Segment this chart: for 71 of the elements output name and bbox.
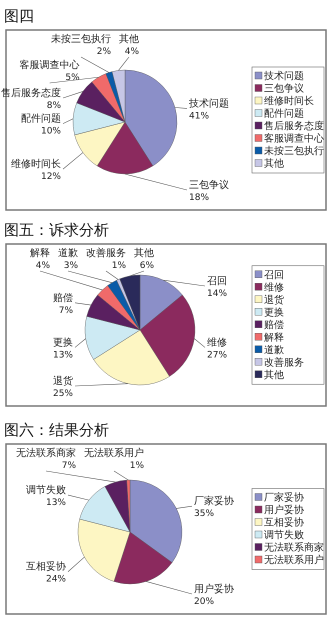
data-label: 41% [189,111,210,122]
slice-label: 退货 [53,375,73,387]
slice-label: 未按三包执行 [51,33,111,45]
legend-label: 道歉 [264,344,284,356]
data-label: 13% [46,498,66,508]
legend-label: 赔偿 [264,318,284,331]
legend-label: 召回 [264,270,284,281]
legend-label: 调节失败 [264,529,304,541]
slice-label: 用户妥协 [194,583,234,595]
data-label: 35% [194,509,214,520]
chart-title: 图四 [4,7,34,25]
slice-label: 维修 [207,336,227,348]
legend-label: 维修时间长 [264,95,314,107]
legend-label: 其他 [264,158,284,170]
data-label: 13% [52,350,74,360]
legend-label: 无法联系用户 [264,554,324,566]
data-label: 20% [194,597,214,607]
data-label: 14% [207,289,228,299]
data-label: 12% [40,172,62,182]
slice-label: 解释 [30,247,50,259]
data-label: 7% [62,461,76,471]
data-label: 4% [124,47,140,57]
data-label: 3% [64,261,78,271]
legend-label: 未按三包执行 [264,145,324,157]
data-label: 6% [140,261,154,271]
legend-label: 三包争议 [264,82,304,94]
legend-label: 其他 [264,368,284,381]
data-label: 2% [96,47,112,57]
slice-label: 其他 [119,33,139,45]
slice-label: 配件问题 [21,112,61,125]
slice-label: 改善服务 [86,247,126,259]
data-label: 1% [130,461,144,471]
slice-label: 更换 [53,336,73,348]
data-label: 1% [112,261,126,271]
legend-label: 维修 [264,281,284,294]
data-label: 25% [52,389,74,399]
legend-label: 客服调查中心 [264,132,324,144]
data-label: 7% [58,306,74,316]
legend-label: 技术问题 [263,70,304,82]
data-label: 18% [189,193,210,203]
slice-label: 三包争议 [189,179,229,191]
legend-label: 无法联系商家 [264,542,324,554]
data-label: 24% [46,574,66,585]
slice-label: 道歉 [58,247,78,259]
legend-label: 退货 [264,294,284,306]
slice-label: 客服调查中心 [20,59,80,71]
legend-label: 解释 [264,331,284,344]
data-label: 27% [207,350,228,360]
legend-label: 用户妥协 [264,504,304,516]
data-label: 5% [65,73,80,83]
slice-label: 无法联系商家 [16,447,76,459]
legend-label: 更换 [264,306,284,318]
data-label: 8% [46,101,62,111]
slice-label: 技术问题 [188,97,229,110]
legend-label: 互相妥协 [264,516,304,528]
slice-label: 调节失败 [26,484,66,496]
slice-label: 赔偿 [53,292,73,304]
slice-label: 维修时间长 [11,158,61,170]
legend-label: 厂家妥协 [264,492,304,504]
legend-label: 配件问题 [264,108,304,120]
data-label: 4% [36,261,50,271]
data-label: 10% [40,126,62,137]
slice-label: 厂家妥协 [194,495,234,508]
slice-label: 召回 [207,276,227,287]
legend-label: 改善服务 [264,356,304,368]
slice-label: 其他 [134,247,154,259]
slice-label: 无法联系用户 [84,447,144,459]
chart-title: 图五：诉求分析 [4,221,109,239]
slice-label: 互相妥协 [26,560,66,573]
chart-title: 图六：结果分析 [4,421,109,439]
legend-label: 售后服务态度 [264,120,324,132]
